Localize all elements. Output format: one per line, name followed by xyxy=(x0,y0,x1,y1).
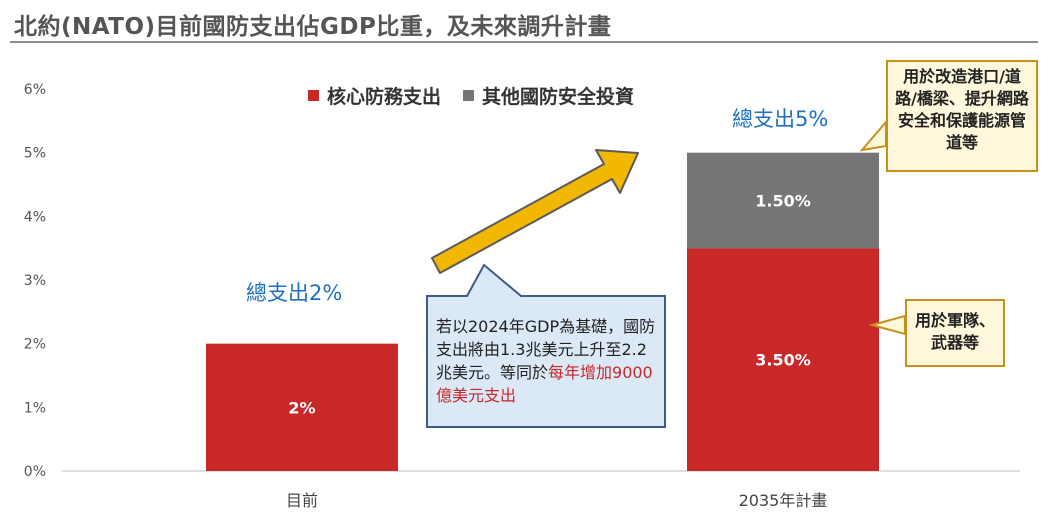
total-label-current: 總支出2% xyxy=(246,281,343,305)
y-tick-label: 3% xyxy=(24,273,46,289)
total-label-plan: 總支出5% xyxy=(732,107,829,131)
chart-title: 北約(NATO)目前國防支出佔GDP比重，及未來調升計畫 xyxy=(14,14,612,40)
bar-data-label: 3.50% xyxy=(755,351,811,370)
callout-pointer-other xyxy=(859,119,887,152)
note-text: 若以2024年GDP為基礎，國防支出將由1.3兆美元上升至2.2兆美元。等同於每… xyxy=(436,315,662,407)
legend-item-other: 其他國防安全投資 xyxy=(463,82,634,109)
legend: 核心防務支出 其他國防安全投資 xyxy=(308,82,634,109)
legend-label-core: 核心防務支出 xyxy=(327,86,442,108)
x-tick-label: 2035年計畫 xyxy=(739,491,828,510)
bar-core-spending xyxy=(687,248,879,471)
y-tick-label: 0% xyxy=(24,464,46,480)
y-tick-label: 5% xyxy=(24,146,46,162)
bar-data-label: 1.50% xyxy=(755,191,811,210)
bar-other-investment xyxy=(687,152,879,249)
bar-data-label: 2% xyxy=(288,398,315,417)
y-tick-label: 2% xyxy=(24,337,46,353)
note-callout-box xyxy=(426,263,666,428)
note-main: 若以2024年GDP為基礎，國防支出將由1.3兆美元上升至2.2兆美元。等同於 xyxy=(436,317,656,382)
callout-core-spending: 用於軍隊、武器等 xyxy=(905,299,1005,367)
note-highlight: 每年增加9000億美元支出 xyxy=(436,363,653,405)
y-tick-label: 6% xyxy=(24,82,46,98)
legend-swatch-other xyxy=(463,90,475,101)
legend-swatch-core xyxy=(308,90,319,101)
legend-label-other: 其他國防安全投資 xyxy=(482,86,635,108)
arrow-up-right-icon xyxy=(431,149,639,274)
legend-item-core: 核心防務支出 xyxy=(308,82,441,109)
y-tick-label: 1% xyxy=(24,400,46,416)
x-tick-label: 目前 xyxy=(286,491,318,510)
title-divider xyxy=(10,41,1038,43)
bar-core-spending xyxy=(206,343,398,471)
y-tick-label: 4% xyxy=(24,209,46,225)
callout-other-investment: 用於改造港口/道路/橋梁、提升網路安全和保護能源管道等 xyxy=(886,60,1038,172)
